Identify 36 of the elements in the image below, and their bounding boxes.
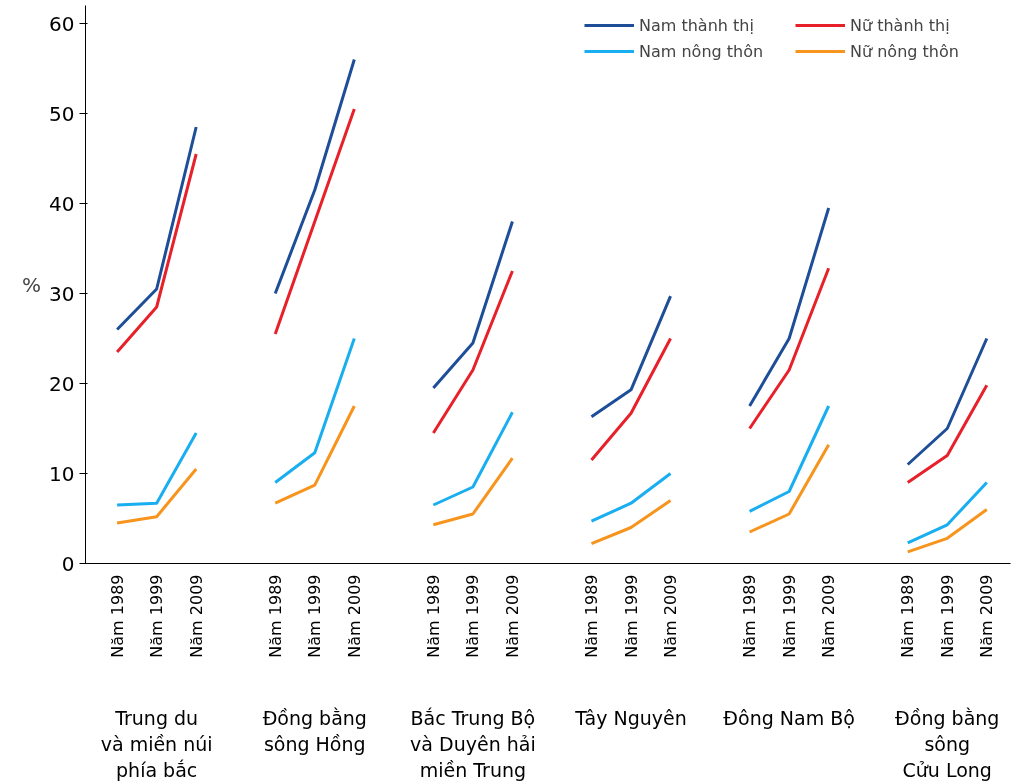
x-tick-label: Năm 2009 bbox=[661, 574, 681, 658]
x-tick-label: Năm 1999 bbox=[147, 574, 167, 658]
y-tick-label: 60 bbox=[49, 11, 75, 36]
x-tick-label: Năm 1999 bbox=[305, 574, 325, 658]
x-tick-label: Năm 2009 bbox=[502, 574, 522, 658]
text: Tây Nguyên bbox=[574, 706, 687, 729]
y-tick-label: 20 bbox=[49, 371, 75, 396]
x-tick-label: Năm 2009 bbox=[819, 574, 839, 658]
legend-label: Nam nông thôn bbox=[639, 41, 765, 61]
y-tick-label: 30 bbox=[49, 281, 75, 306]
x-tick-label: Năm 2009 bbox=[186, 574, 206, 658]
text: Trung du và miền núi phía bắc bbox=[100, 706, 213, 782]
x-tick-label: Năm 1989 bbox=[423, 574, 443, 658]
text: Đồng bằng sông Hồng bbox=[262, 706, 367, 755]
text: Đồng bằng sông Cửu Long bbox=[895, 706, 1000, 782]
x-tick-label: Năm 2009 bbox=[977, 574, 997, 658]
x-tick-label: Năm 1999 bbox=[779, 574, 799, 658]
x-tick-label: Năm 1989 bbox=[898, 574, 918, 658]
legend-label: Nữ thành thị bbox=[850, 15, 951, 35]
y-tick-label: 40 bbox=[49, 191, 75, 216]
text: Đông Nam Bộ bbox=[723, 706, 855, 729]
text: Bắc Trung Bộ và Duyên hải miền Trung bbox=[410, 706, 536, 782]
x-tick-label: Năm 1999 bbox=[621, 574, 641, 658]
x-tick-label: Năm 1989 bbox=[740, 574, 760, 658]
y-axis-title: % bbox=[22, 272, 42, 297]
x-tick-label: Năm 1989 bbox=[581, 574, 601, 658]
y-tick-label: 50 bbox=[49, 101, 75, 126]
x-tick-label: Năm 1999 bbox=[463, 574, 483, 658]
legend-label: Nữ nông thôn bbox=[850, 41, 960, 61]
x-tick-label: Năm 1989 bbox=[107, 574, 127, 658]
y-tick-label: 10 bbox=[49, 461, 75, 486]
x-tick-label: Năm 1999 bbox=[937, 574, 957, 658]
legend-label: Nam thành thị bbox=[639, 15, 755, 35]
x-tick-label: Năm 2009 bbox=[344, 574, 364, 658]
y-tick-label: 0 bbox=[61, 551, 75, 576]
x-tick-label: Năm 1989 bbox=[265, 574, 285, 658]
